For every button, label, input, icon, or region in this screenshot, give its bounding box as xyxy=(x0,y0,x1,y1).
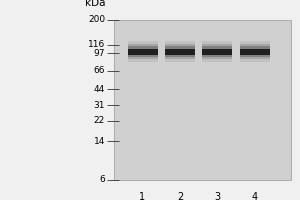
Bar xyxy=(240,49,270,55)
Bar xyxy=(240,41,270,62)
Bar xyxy=(202,41,232,62)
Text: 4: 4 xyxy=(252,192,258,200)
Text: 200: 200 xyxy=(88,16,105,24)
Text: 44: 44 xyxy=(94,85,105,94)
Bar xyxy=(128,46,158,57)
Text: 1: 1 xyxy=(140,192,146,200)
Text: 2: 2 xyxy=(177,192,183,200)
Bar xyxy=(114,20,291,180)
Bar xyxy=(202,44,232,59)
Bar xyxy=(202,49,232,55)
Text: kDa: kDa xyxy=(85,0,105,8)
Text: 31: 31 xyxy=(94,101,105,110)
Bar xyxy=(128,44,158,59)
Text: 66: 66 xyxy=(94,66,105,75)
Bar xyxy=(165,44,195,59)
Bar xyxy=(128,49,158,55)
Text: 116: 116 xyxy=(88,40,105,49)
Text: 6: 6 xyxy=(99,176,105,184)
Text: 97: 97 xyxy=(94,49,105,58)
Bar xyxy=(240,44,270,59)
Bar xyxy=(165,46,195,57)
Text: 22: 22 xyxy=(94,116,105,125)
Bar xyxy=(128,41,158,62)
Text: 14: 14 xyxy=(94,137,105,146)
Text: 3: 3 xyxy=(214,192,220,200)
Bar xyxy=(240,46,270,57)
Bar xyxy=(202,46,232,57)
Bar xyxy=(165,49,195,55)
Bar xyxy=(165,41,195,62)
